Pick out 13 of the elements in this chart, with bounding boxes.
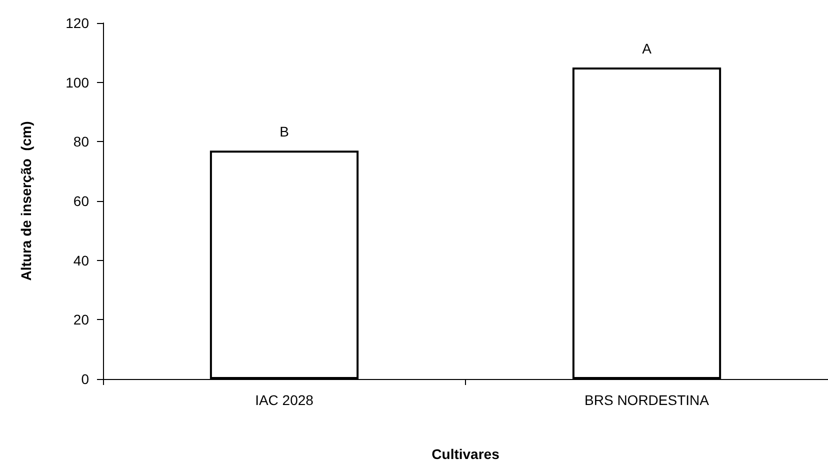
y-tick-label: 100 [66, 74, 90, 90]
annotation: A [642, 40, 652, 56]
x-tick-label: IAC 2028 [255, 392, 314, 408]
y-tick-label: 80 [73, 134, 90, 150]
y-axis-title: Altura de inserção (cm) [18, 121, 34, 281]
y-tick-label: 40 [73, 252, 90, 268]
y-tick-label: 0 [81, 371, 90, 387]
y-tick-label: 120 [66, 15, 90, 31]
x-axis-title: Cultivares [432, 446, 500, 462]
y-tick-label: 60 [73, 193, 90, 209]
x-tick-label: BRS NORDESTINA [584, 392, 710, 408]
annotation: B [280, 124, 289, 140]
y-tick-label: 20 [73, 312, 90, 328]
